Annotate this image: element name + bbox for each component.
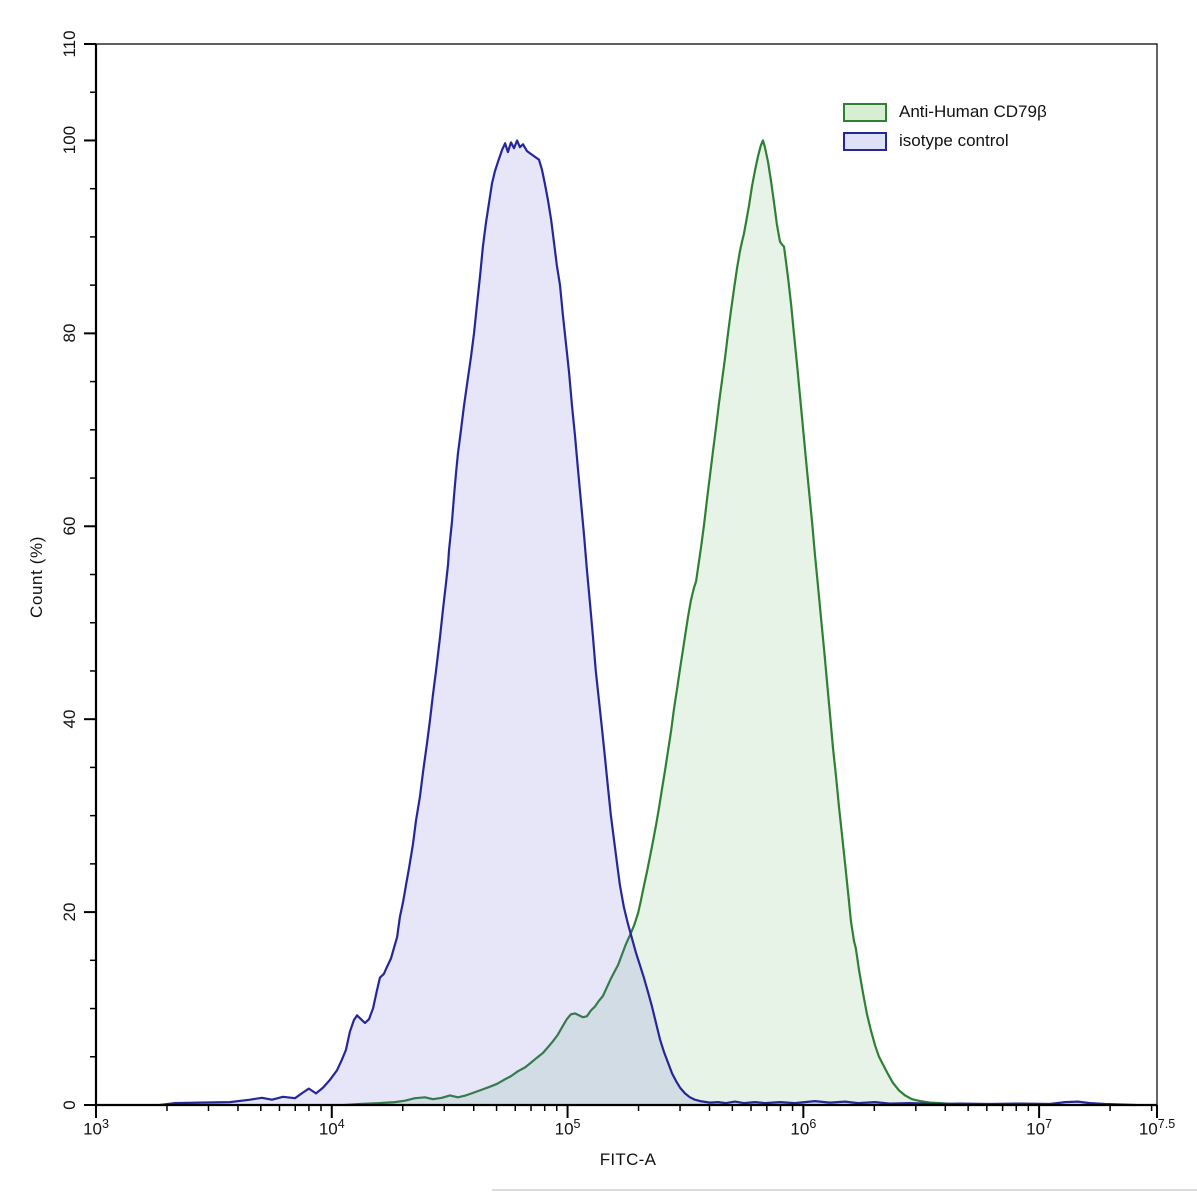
legend-item-1: isotype control xyxy=(843,131,1047,151)
y-axis-title: Count (%) xyxy=(27,536,46,618)
legend: Anti-Human CD79β isotype control xyxy=(843,102,1047,160)
y-tick-label-0: 0 xyxy=(60,1100,79,1110)
y-tick-label-80: 80 xyxy=(60,323,79,343)
y-tick-label-110: 110 xyxy=(60,30,79,58)
legend-item-0: Anti-Human CD79β xyxy=(843,102,1047,122)
y-tick-label-100: 100 xyxy=(60,126,79,155)
series-curve-1 xyxy=(158,139,1137,1107)
y-tick-label-40: 40 xyxy=(60,709,79,729)
series-curve-0 xyxy=(343,139,972,1107)
y-tick-label-20: 20 xyxy=(60,902,79,922)
legend-label: isotype control xyxy=(899,131,1009,150)
x-tick-label-10^7.5: 107.5 xyxy=(1138,1117,1176,1139)
axis-spines xyxy=(94,44,1157,1107)
x-tick-label-10^6: 106 xyxy=(790,1117,817,1139)
x-tick-label-10^5: 105 xyxy=(554,1117,581,1139)
x-tick-label-10^3: 103 xyxy=(83,1117,109,1139)
y-tick-label-60: 60 xyxy=(60,516,79,536)
x-tick-label-10^7: 107 xyxy=(1026,1117,1053,1139)
x-axis-title: FITC-A xyxy=(599,1150,657,1169)
series-area-0 xyxy=(345,140,970,1105)
legend-swatch-icon xyxy=(843,102,887,122)
x-tick-label-10^4: 104 xyxy=(318,1117,345,1139)
legend-label: Anti-Human CD79β xyxy=(899,102,1047,121)
legend-swatch-icon xyxy=(843,131,887,151)
plot-frame-top-right xyxy=(96,43,1158,1105)
bottom-page-divider xyxy=(492,1189,1197,1191)
